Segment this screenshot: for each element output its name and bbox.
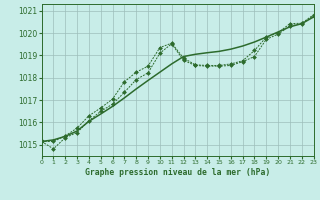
X-axis label: Graphe pression niveau de la mer (hPa): Graphe pression niveau de la mer (hPa) <box>85 168 270 177</box>
